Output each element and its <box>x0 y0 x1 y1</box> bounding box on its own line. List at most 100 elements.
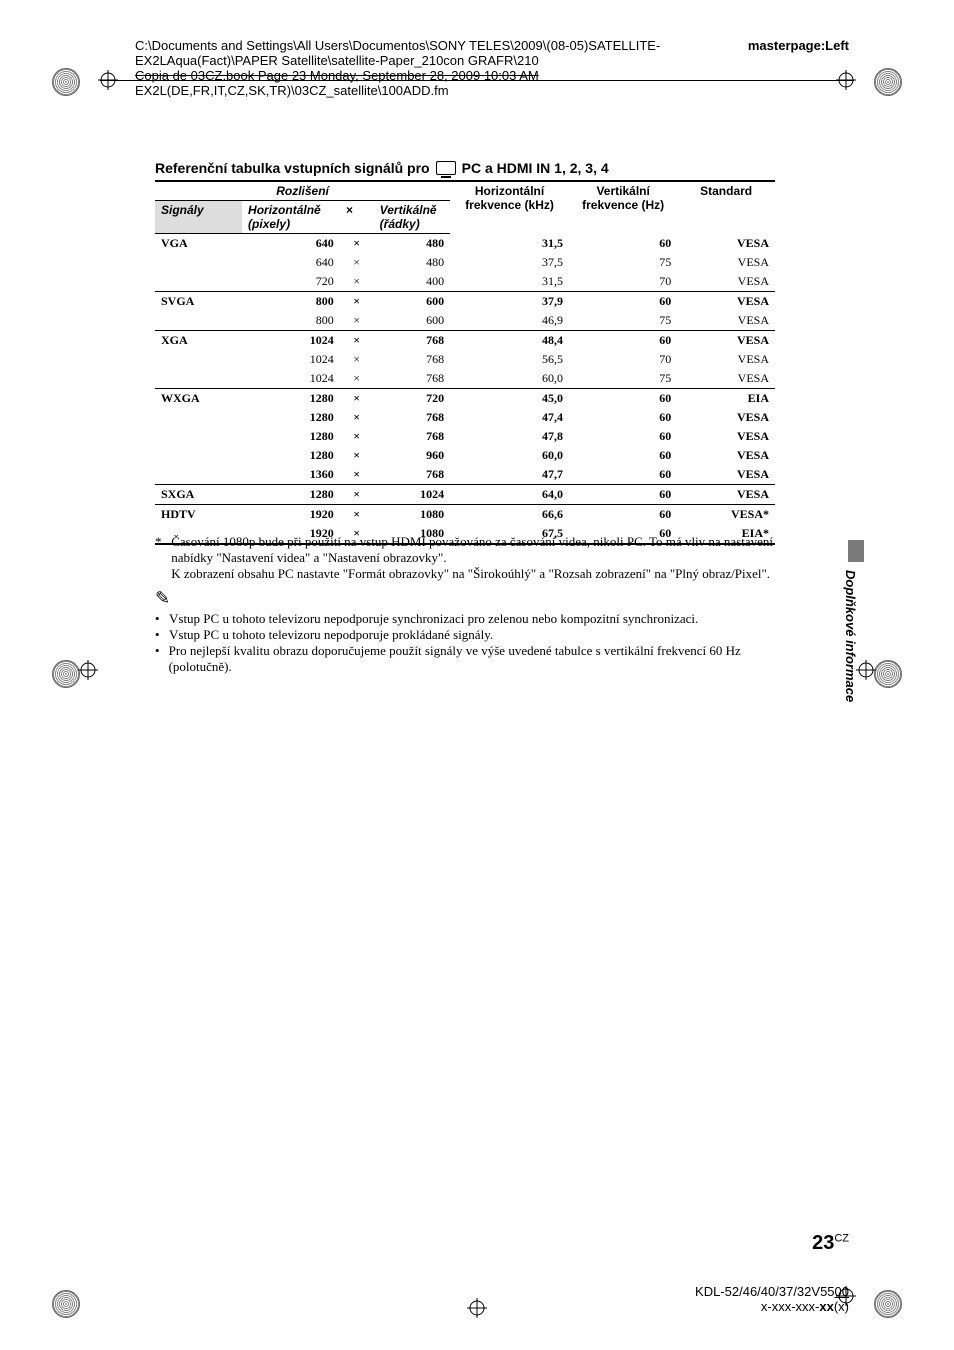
cell-signal: HDTV <box>155 505 242 525</box>
cell-mult: × <box>340 465 374 485</box>
cell-horz: 800 <box>242 292 340 312</box>
bullet-mark: • <box>155 611 163 627</box>
cell-horz: 720 <box>242 272 340 292</box>
header-file-path: C:\Documents and Settings\All Users\Docu… <box>135 38 735 98</box>
cell-vert: 480 <box>374 253 450 272</box>
section-title-post: PC a HDMI IN 1, 2, 3, 4 <box>462 160 609 176</box>
reg-circle-ml <box>52 660 80 688</box>
cell-vfreq: 60 <box>569 408 677 427</box>
bullet-row: •Pro nejlepší kvalitu obrazu doporučujem… <box>155 643 775 675</box>
header-path-line1: C:\Documents and Settings\All Users\Docu… <box>135 38 735 68</box>
cell-vert: 768 <box>374 369 450 389</box>
cell-vfreq: 70 <box>569 272 677 292</box>
page-number-value: 23 <box>812 1232 834 1254</box>
cell-signal <box>155 446 242 465</box>
cell-hfreq: 37,9 <box>450 292 569 312</box>
cell-horz: 1920 <box>242 505 340 525</box>
cell-vert: 720 <box>374 389 450 409</box>
cell-signal <box>155 369 242 389</box>
cell-vert: 400 <box>374 272 450 292</box>
cell-vert: 600 <box>374 311 450 331</box>
footnote-asterisk-2: K zobrazení obsahu PC nastavte "Formát o… <box>171 566 775 582</box>
header-path-line2: EX2L(DE,FR,IT,CZ,SK,TR)\03CZ_satellite\1… <box>135 83 735 98</box>
cell-standard: VESA <box>677 234 775 254</box>
footer-model-block: KDL-52/46/40/37/32V5500 x-xxx-xxx-xx(x) <box>695 1284 849 1314</box>
cell-signal: XGA <box>155 331 242 351</box>
table-resolution-label: Rozlišení <box>155 181 450 201</box>
cell-hfreq: 37,5 <box>450 253 569 272</box>
footer-model-text: KDL-52/46/40/37/32V55 <box>695 1284 835 1299</box>
cell-vert: 768 <box>374 465 450 485</box>
cell-vfreq: 75 <box>569 369 677 389</box>
table-row: 1024×76860,075VESA <box>155 369 775 389</box>
cell-horz: 640 <box>242 253 340 272</box>
cell-standard: EIA <box>677 389 775 409</box>
cell-standard: VESA <box>677 272 775 292</box>
reg-circle-br <box>874 1290 902 1318</box>
cell-horz: 1280 <box>242 446 340 465</box>
cell-vfreq: 60 <box>569 389 677 409</box>
bullet-mark: • <box>155 643 163 675</box>
footer-code-bold: xx <box>819 1299 833 1314</box>
reg-circle-bl <box>52 1290 80 1318</box>
cell-horz: 800 <box>242 311 340 331</box>
cell-vfreq: 60 <box>569 234 677 254</box>
cell-standard: VESA <box>677 408 775 427</box>
cell-standard: VESA <box>677 427 775 446</box>
cell-horz: 1280 <box>242 408 340 427</box>
note-pencil-icon: ✎ <box>155 588 775 609</box>
cell-signal <box>155 311 242 331</box>
cell-vfreq: 60 <box>569 427 677 446</box>
cross-reg-ml <box>78 660 98 680</box>
cell-mult: × <box>340 427 374 446</box>
bullet-row: • Vstup PC u tohoto televizoru nepodporuj… <box>155 611 775 627</box>
bullet-text: Vstup PC u tohoto televizoru nepodporuje… <box>169 611 698 627</box>
cell-vert: 768 <box>374 408 450 427</box>
cell-signal <box>155 408 242 427</box>
table-row: 1280×76847,460VESA <box>155 408 775 427</box>
th-hfreq: Horizontální frekvence (kHz) <box>450 181 569 234</box>
cell-vfreq: 75 <box>569 253 677 272</box>
footer-code-pre: x-xxx-xxx- <box>761 1299 820 1314</box>
cell-vert: 768 <box>374 350 450 369</box>
th-vert: Vertikálně (řádky) <box>374 201 450 234</box>
table-row: 1360×76847,760VESA <box>155 465 775 485</box>
cell-vfreq: 60 <box>569 465 677 485</box>
cell-signal <box>155 253 242 272</box>
cell-vfreq: 70 <box>569 350 677 369</box>
table-row: 640×48037,575VESA <box>155 253 775 272</box>
cell-hfreq: 46,9 <box>450 311 569 331</box>
cell-signal: SVGA <box>155 292 242 312</box>
cell-vfreq: 60 <box>569 292 677 312</box>
cell-mult: × <box>340 253 374 272</box>
cell-standard: VESA <box>677 253 775 272</box>
bullet-text: Pro nejlepší kvalitu obrazu doporučujeme… <box>169 643 775 675</box>
cell-mult: × <box>340 505 374 525</box>
cell-signal <box>155 465 242 485</box>
cell-hfreq: 45,0 <box>450 389 569 409</box>
table-row: 720×40031,570VESA <box>155 272 775 292</box>
reg-circle-tr <box>874 68 902 96</box>
cell-mult: × <box>340 389 374 409</box>
footnote-block: * Časování 1080p bude při použití na vst… <box>155 534 775 675</box>
pc-icon <box>436 161 456 175</box>
cell-vert: 1080 <box>374 505 450 525</box>
th-vfreq: Vertikální frekvence (Hz) <box>569 181 677 234</box>
cell-horz: 1360 <box>242 465 340 485</box>
footnote-bullets: • Vstup PC u tohoto televizoru nepodporuj… <box>155 611 775 675</box>
cell-vert: 480 <box>374 234 450 254</box>
side-section-label: Doplňkové informace <box>843 570 858 702</box>
cell-hfreq: 48,4 <box>450 331 569 351</box>
footnote-asterisk-1: Časování 1080p bude při použití na vstup… <box>171 534 775 566</box>
cell-horz: 640 <box>242 234 340 254</box>
cell-vfreq: 60 <box>569 331 677 351</box>
cell-vfreq: 75 <box>569 311 677 331</box>
bullet-row: •Vstup PC u tohoto televizoru nepodporuj… <box>155 627 775 643</box>
cell-horz: 1024 <box>242 331 340 351</box>
cell-hfreq: 64,0 <box>450 485 569 505</box>
table-row: 800×60046,975VESA <box>155 311 775 331</box>
bullet-mark: • <box>155 627 163 643</box>
cell-vfreq: 60 <box>569 505 677 525</box>
cross-bottom-center <box>467 1298 487 1318</box>
signals-table: Rozlišení Horizontální frekvence (kHz) V… <box>155 180 775 545</box>
